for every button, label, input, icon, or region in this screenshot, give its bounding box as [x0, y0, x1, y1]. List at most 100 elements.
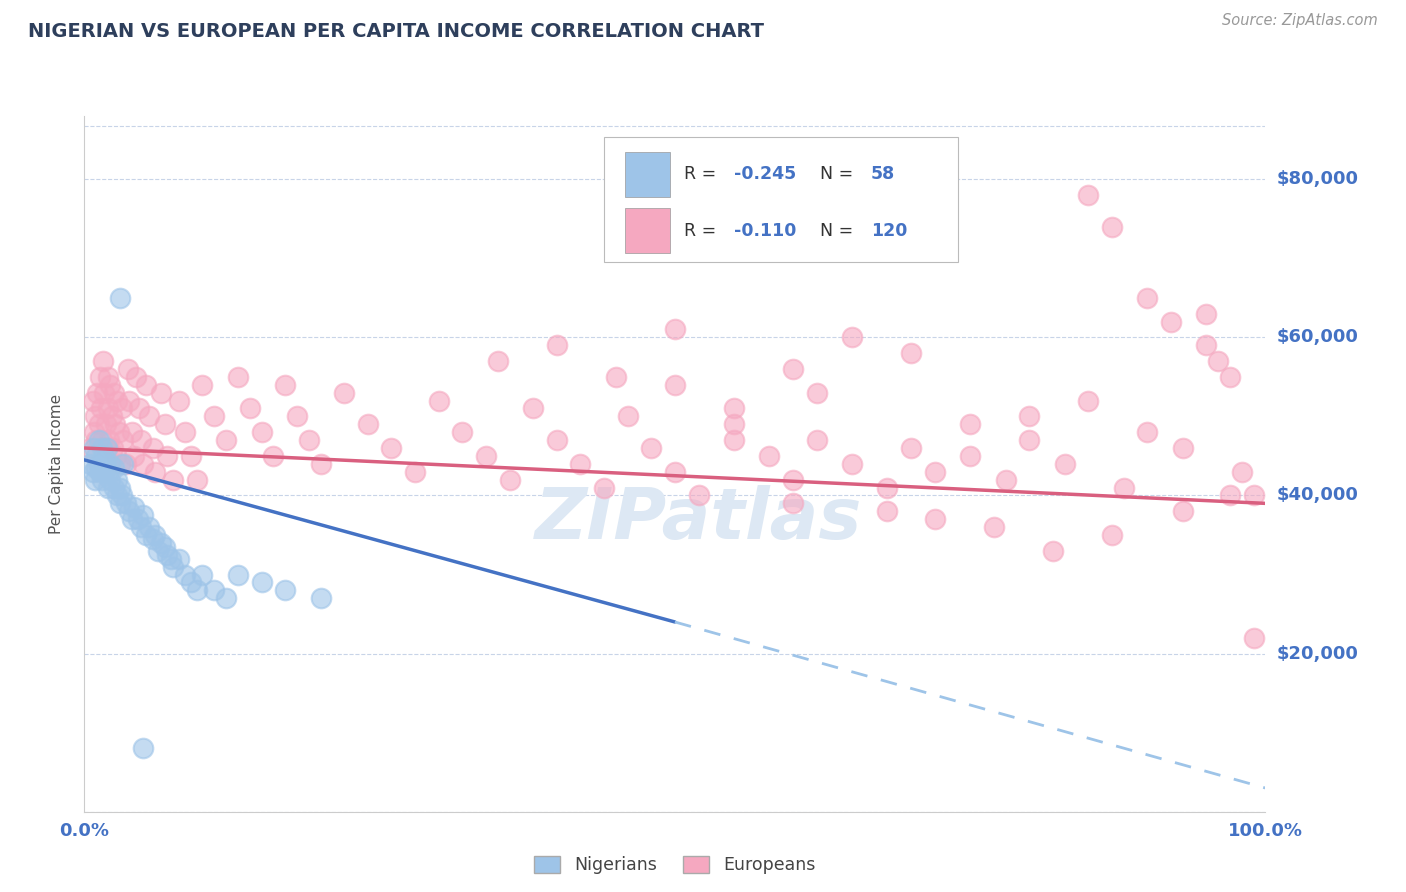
Point: [806, 433, 828, 447]
Point: [101, 441, 124, 455]
Point: [262, 449, 284, 463]
Point: [117, 362, 139, 376]
Point: [191, 567, 214, 582]
Point: [959, 417, 981, 432]
Point: [1160, 314, 1182, 328]
Point: [150, 385, 173, 400]
Point: [640, 441, 662, 455]
Point: [357, 417, 380, 432]
Point: [159, 551, 181, 566]
Point: [1053, 457, 1076, 471]
Point: [167, 551, 190, 566]
Point: [79, 457, 101, 471]
Point: [723, 417, 745, 432]
Point: [250, 425, 273, 440]
Point: [782, 362, 804, 376]
Point: [143, 465, 166, 479]
Point: [94, 417, 117, 432]
Point: [162, 473, 184, 487]
Point: [82, 393, 104, 408]
Point: [1195, 307, 1218, 321]
Point: [1219, 370, 1241, 384]
Point: [924, 512, 946, 526]
Point: [146, 544, 169, 558]
Point: [84, 449, 107, 463]
Point: [118, 393, 141, 408]
Point: [132, 741, 155, 756]
Point: [98, 473, 121, 487]
Point: [522, 401, 544, 416]
Point: [94, 457, 117, 471]
Point: [841, 457, 863, 471]
Point: [87, 417, 110, 432]
Point: [1243, 631, 1265, 645]
Point: [142, 441, 165, 455]
Point: [93, 385, 115, 400]
Point: [664, 377, 686, 392]
Point: [173, 567, 195, 582]
Point: [924, 465, 946, 479]
Text: $80,000: $80,000: [1277, 170, 1358, 188]
Point: [118, 504, 141, 518]
Point: [900, 346, 922, 360]
Point: [129, 520, 152, 534]
Text: R =: R =: [685, 222, 723, 240]
Text: 58: 58: [870, 165, 896, 184]
Point: [114, 457, 136, 471]
Point: [127, 512, 149, 526]
Point: [664, 322, 686, 336]
Point: [86, 385, 108, 400]
Point: [983, 520, 1005, 534]
Text: N =: N =: [820, 165, 859, 184]
Point: [782, 496, 804, 510]
Point: [129, 433, 152, 447]
Legend: Nigerians, Europeans: Nigerians, Europeans: [526, 847, 824, 883]
Point: [84, 409, 107, 424]
Text: Source: ZipAtlas.com: Source: ZipAtlas.com: [1222, 13, 1378, 29]
Point: [98, 457, 121, 471]
Point: [122, 449, 145, 463]
Point: [90, 401, 112, 416]
Point: [1219, 488, 1241, 502]
Point: [309, 457, 332, 471]
Point: [1018, 409, 1040, 424]
Point: [91, 354, 114, 368]
Point: [298, 433, 321, 447]
Text: $60,000: $60,000: [1277, 328, 1358, 346]
Point: [202, 409, 225, 424]
FancyBboxPatch shape: [605, 136, 959, 262]
Point: [89, 370, 111, 384]
FancyBboxPatch shape: [626, 208, 671, 253]
Point: [82, 465, 104, 479]
Text: -0.245: -0.245: [734, 165, 796, 184]
Point: [91, 473, 114, 487]
Point: [1101, 528, 1123, 542]
Point: [104, 417, 127, 432]
Point: [215, 433, 238, 447]
Point: [688, 488, 710, 502]
Point: [156, 449, 179, 463]
Point: [153, 540, 176, 554]
Point: [108, 457, 131, 471]
Point: [569, 457, 592, 471]
Point: [226, 370, 249, 384]
Point: [103, 481, 125, 495]
Point: [475, 449, 498, 463]
Point: [153, 417, 176, 432]
Point: [108, 496, 131, 510]
Point: [112, 457, 135, 471]
Point: [876, 481, 898, 495]
Text: $40,000: $40,000: [1277, 486, 1358, 505]
Point: [93, 449, 115, 463]
Point: [758, 449, 780, 463]
Point: [93, 465, 115, 479]
Point: [128, 401, 150, 416]
Point: [723, 401, 745, 416]
Text: $20,000: $20,000: [1277, 645, 1358, 663]
Point: [97, 370, 120, 384]
Text: -0.110: -0.110: [734, 222, 796, 240]
Point: [84, 473, 107, 487]
Point: [1018, 433, 1040, 447]
Point: [202, 583, 225, 598]
Point: [107, 393, 129, 408]
